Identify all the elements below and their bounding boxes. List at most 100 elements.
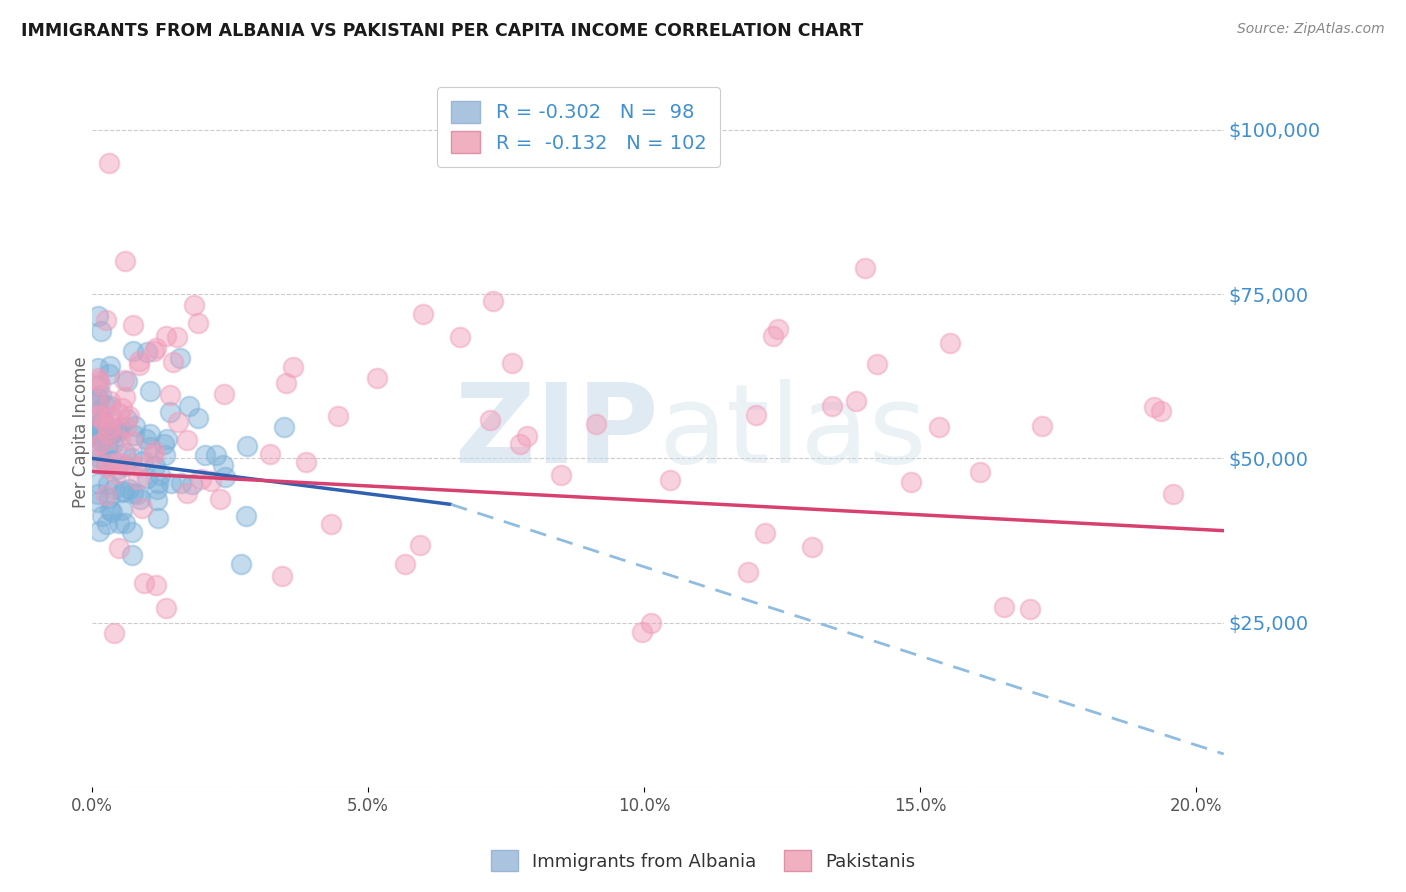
Point [214,470,236,484]
Point [200,474,222,488]
Point [86,425,108,440]
Point [135,471,157,485]
Text: IMMIGRANTS FROM ALBANIA VS PAKISTANI PER CAPITA INCOME CORRELATION CHART: IMMIGRANTS FROM ALBANIA VS PAKISTANI PER… [21,22,863,40]
Point [939,336,962,351]
Point [86,379,108,393]
Point [107,455,129,469]
Point [187,316,209,330]
Point [176,485,198,500]
Point [412,307,434,321]
Point [86,310,108,324]
Point [97,437,120,451]
Point [121,548,143,562]
Point [969,466,991,480]
Point [94,313,117,327]
Point [259,447,281,461]
Point [853,260,876,275]
Point [114,459,136,474]
Point [146,492,169,507]
Point [128,358,150,372]
Point [114,516,136,530]
Point [86,487,108,501]
Point [96,457,118,471]
Point [516,429,538,443]
Point [122,427,145,442]
Point [145,578,167,592]
Text: Source: ZipAtlas.com: Source: ZipAtlas.com [1237,22,1385,37]
Point [125,487,148,501]
Point [98,359,121,373]
Point [766,322,789,336]
Point [281,359,304,374]
Point [1163,487,1185,501]
Point [94,417,117,431]
Point [509,436,531,450]
Point [96,459,118,474]
Point [90,324,112,338]
Point [115,374,138,388]
Point [366,371,388,385]
Point [86,396,108,410]
Point [90,434,112,449]
Point [821,399,844,413]
Point [108,458,131,472]
Point [394,557,416,571]
Point [270,569,292,583]
Point [481,294,503,309]
Point [169,351,191,365]
Point [409,538,432,552]
Point [146,511,169,525]
Point [121,451,143,466]
Point [134,576,156,591]
Point [115,411,138,425]
Point [928,420,950,434]
Point [194,448,217,462]
Point [108,541,131,556]
Point [86,391,108,405]
Point [845,393,868,408]
Point [100,409,122,424]
Point [212,387,235,401]
Point [187,411,209,425]
Point [900,475,922,489]
Point [153,448,176,462]
Point [236,439,259,453]
Point [97,367,120,381]
Point [212,458,235,472]
Point [87,524,110,538]
Point [110,420,132,434]
Point [177,399,200,413]
Point [91,458,114,472]
Point [145,341,167,355]
Point [105,462,128,476]
Point [103,482,125,496]
Point [90,388,112,402]
Point [96,428,118,442]
Point [87,396,110,410]
Point [142,448,165,462]
Point [96,440,118,454]
Point [801,540,824,554]
Point [180,476,202,491]
Point [166,330,188,344]
Point [117,482,139,496]
Point [121,485,143,500]
Point [100,394,122,409]
Point [156,432,179,446]
Point [98,457,121,471]
Point [100,505,122,519]
Point [112,373,135,387]
Point [159,405,181,419]
Point [149,468,172,483]
Point [737,565,759,579]
Point [86,438,108,452]
Point [136,345,159,359]
Point [94,488,117,502]
Point [114,420,136,434]
Point [87,425,110,440]
Point [128,353,150,368]
Point [98,503,121,517]
Point [142,444,165,458]
Point [167,415,190,429]
Point [90,415,112,429]
